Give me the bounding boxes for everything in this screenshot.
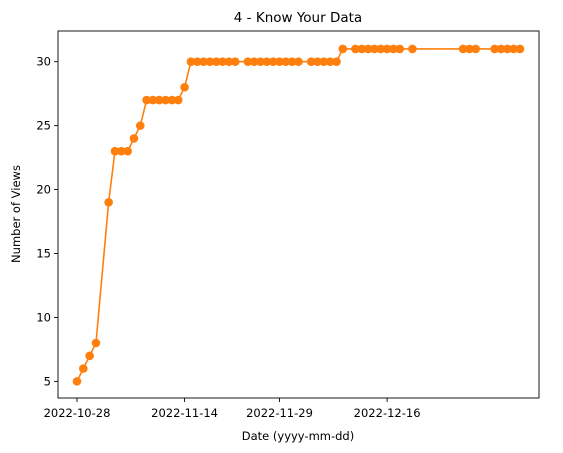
data-point bbox=[503, 44, 512, 54]
y-axis: 5 10 15 20 25 30 bbox=[36, 55, 58, 388]
data-point bbox=[167, 95, 177, 105]
x-tick-label: 2022-12-16 bbox=[354, 406, 421, 420]
data-point bbox=[123, 146, 132, 156]
data-point bbox=[104, 198, 113, 207]
data-point bbox=[91, 338, 101, 348]
data-point bbox=[319, 57, 329, 66]
data-point bbox=[192, 57, 202, 66]
x-axis-label: Date (yyyy-mm-dd) bbox=[242, 429, 354, 443]
data-point bbox=[199, 57, 208, 66]
data-point bbox=[154, 95, 164, 105]
series-group bbox=[72, 44, 525, 386]
data-point bbox=[224, 57, 234, 66]
data-point bbox=[382, 44, 392, 54]
data-point bbox=[313, 57, 322, 66]
data-point bbox=[243, 57, 253, 66]
data-point bbox=[281, 57, 291, 66]
data-point bbox=[351, 44, 360, 54]
data-point bbox=[180, 82, 189, 92]
data-point bbox=[389, 44, 398, 54]
data-point bbox=[370, 44, 379, 54]
y-axis-label: Number of Views bbox=[9, 165, 23, 263]
data-point bbox=[509, 44, 518, 54]
data-point bbox=[148, 95, 158, 105]
data-point bbox=[256, 57, 265, 66]
data-point bbox=[395, 44, 405, 54]
y-tick-label: 30 bbox=[36, 55, 51, 69]
data-point bbox=[465, 44, 474, 54]
data-point bbox=[275, 57, 284, 66]
plot-frame bbox=[57, 30, 540, 399]
data-point bbox=[496, 44, 506, 54]
data-point bbox=[135, 121, 145, 130]
data-point bbox=[230, 57, 240, 66]
data-point bbox=[205, 57, 215, 66]
data-point bbox=[262, 57, 272, 66]
data-point bbox=[306, 57, 316, 66]
data-point bbox=[325, 57, 335, 66]
data-point bbox=[332, 57, 341, 66]
y-tick-label: 20 bbox=[36, 183, 51, 197]
data-point bbox=[408, 44, 417, 54]
data-point bbox=[471, 44, 481, 54]
data-point bbox=[72, 377, 82, 386]
x-axis: 2022-10-28 2022-11-14 2022-11-29 2022-12-16 bbox=[44, 398, 421, 420]
data-point bbox=[363, 44, 373, 54]
data-point bbox=[490, 44, 499, 54]
data-point bbox=[173, 95, 183, 105]
data-point bbox=[357, 44, 367, 54]
data-point bbox=[211, 57, 221, 66]
data-point bbox=[458, 44, 468, 54]
data-point bbox=[116, 146, 126, 156]
data-point bbox=[186, 57, 196, 66]
x-tick-label: 2022-10-28 bbox=[44, 406, 111, 420]
y-tick-label: 15 bbox=[36, 247, 51, 261]
data-point bbox=[376, 44, 386, 54]
data-point bbox=[287, 57, 297, 66]
data-point bbox=[110, 146, 120, 156]
chart-title: 4 - Know Your Data bbox=[234, 10, 362, 26]
data-point bbox=[249, 57, 259, 66]
data-point bbox=[85, 351, 94, 361]
data-point bbox=[294, 57, 303, 66]
data-point bbox=[161, 95, 170, 105]
y-tick-label: 10 bbox=[36, 310, 51, 324]
data-point bbox=[142, 95, 151, 105]
y-tick-label: 25 bbox=[36, 119, 51, 133]
data-point bbox=[129, 134, 139, 143]
data-point bbox=[515, 44, 525, 54]
data-point bbox=[338, 44, 348, 54]
y-tick-label: 5 bbox=[44, 374, 51, 388]
x-tick-label: 2022-11-29 bbox=[246, 406, 313, 420]
data-point bbox=[79, 364, 88, 373]
data-point bbox=[218, 57, 227, 66]
x-tick-label: 2022-11-14 bbox=[151, 406, 218, 420]
data-point bbox=[268, 57, 278, 66]
